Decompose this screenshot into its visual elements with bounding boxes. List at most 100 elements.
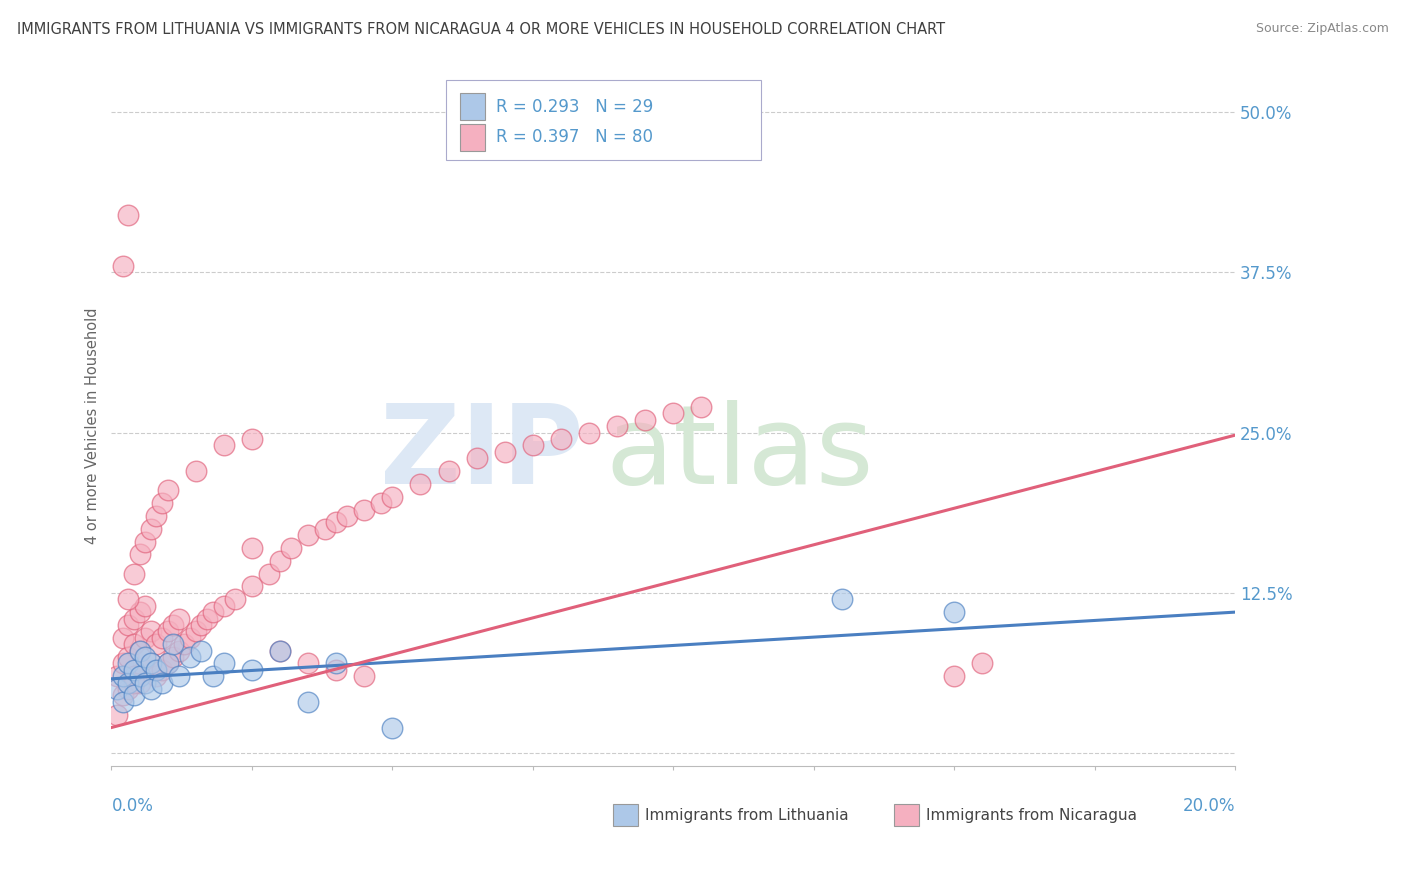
- Point: [111, 657, 134, 671]
- Point: [353, 669, 375, 683]
- Y-axis label: 4 or more Vehicles in Household: 4 or more Vehicles in Household: [86, 308, 100, 544]
- Point: [150, 631, 173, 645]
- Point: [409, 476, 432, 491]
- Point: [297, 528, 319, 542]
- Point: [134, 675, 156, 690]
- Text: 20.0%: 20.0%: [1182, 797, 1234, 814]
- Point: [578, 425, 600, 440]
- Point: [122, 669, 145, 683]
- Point: [370, 496, 392, 510]
- Text: R = 0.293   N = 29: R = 0.293 N = 29: [496, 98, 654, 116]
- Point: [150, 496, 173, 510]
- Point: [128, 669, 150, 683]
- Point: [224, 592, 246, 607]
- Point: [134, 599, 156, 613]
- Point: [167, 669, 190, 683]
- Point: [122, 689, 145, 703]
- Point: [145, 508, 167, 523]
- Point: [943, 669, 966, 683]
- Point: [111, 689, 134, 703]
- Point: [134, 631, 156, 645]
- Point: [167, 643, 190, 657]
- Point: [269, 643, 291, 657]
- Point: [139, 657, 162, 671]
- Point: [522, 438, 544, 452]
- Point: [190, 643, 212, 657]
- Point: [314, 522, 336, 536]
- Point: [156, 483, 179, 498]
- Point: [325, 663, 347, 677]
- Point: [105, 669, 128, 683]
- Point: [280, 541, 302, 555]
- Point: [128, 605, 150, 619]
- Point: [156, 624, 179, 639]
- Point: [257, 566, 280, 581]
- Point: [117, 592, 139, 607]
- Point: [139, 624, 162, 639]
- Point: [150, 675, 173, 690]
- Point: [240, 663, 263, 677]
- Point: [240, 432, 263, 446]
- Point: [690, 400, 713, 414]
- Point: [117, 618, 139, 632]
- Point: [190, 618, 212, 632]
- Point: [128, 643, 150, 657]
- Point: [156, 657, 179, 671]
- Point: [122, 675, 145, 690]
- Text: Source: ZipAtlas.com: Source: ZipAtlas.com: [1256, 22, 1389, 36]
- Point: [179, 650, 201, 665]
- Point: [117, 650, 139, 665]
- Point: [269, 554, 291, 568]
- Point: [297, 657, 319, 671]
- Point: [117, 657, 139, 671]
- Point: [111, 259, 134, 273]
- Point: [173, 637, 195, 651]
- Point: [662, 406, 685, 420]
- Point: [353, 502, 375, 516]
- Point: [297, 695, 319, 709]
- Point: [381, 721, 404, 735]
- Point: [240, 579, 263, 593]
- Point: [201, 669, 224, 683]
- Point: [336, 508, 359, 523]
- Point: [162, 637, 184, 651]
- Point: [184, 464, 207, 478]
- Point: [134, 663, 156, 677]
- Point: [212, 657, 235, 671]
- Point: [201, 605, 224, 619]
- Point: [179, 631, 201, 645]
- Point: [111, 631, 134, 645]
- Text: 0.0%: 0.0%: [111, 797, 153, 814]
- Point: [606, 419, 628, 434]
- Point: [634, 413, 657, 427]
- Point: [325, 657, 347, 671]
- Point: [117, 675, 139, 690]
- Point: [162, 650, 184, 665]
- Point: [111, 669, 134, 683]
- Point: [117, 208, 139, 222]
- Point: [212, 438, 235, 452]
- Point: [167, 611, 190, 625]
- Point: [122, 663, 145, 677]
- Point: [122, 611, 145, 625]
- Point: [325, 516, 347, 530]
- Text: Immigrants from Lithuania: Immigrants from Lithuania: [645, 807, 849, 822]
- Point: [150, 663, 173, 677]
- Point: [156, 657, 179, 671]
- Point: [128, 548, 150, 562]
- Point: [111, 695, 134, 709]
- Point: [139, 657, 162, 671]
- Point: [212, 599, 235, 613]
- Point: [465, 451, 488, 466]
- Text: Immigrants from Nicaragua: Immigrants from Nicaragua: [927, 807, 1137, 822]
- Point: [831, 592, 853, 607]
- Point: [145, 669, 167, 683]
- Point: [381, 490, 404, 504]
- Point: [134, 534, 156, 549]
- Point: [162, 618, 184, 632]
- Point: [117, 681, 139, 696]
- Point: [128, 675, 150, 690]
- Point: [128, 643, 150, 657]
- Point: [550, 432, 572, 446]
- Point: [105, 707, 128, 722]
